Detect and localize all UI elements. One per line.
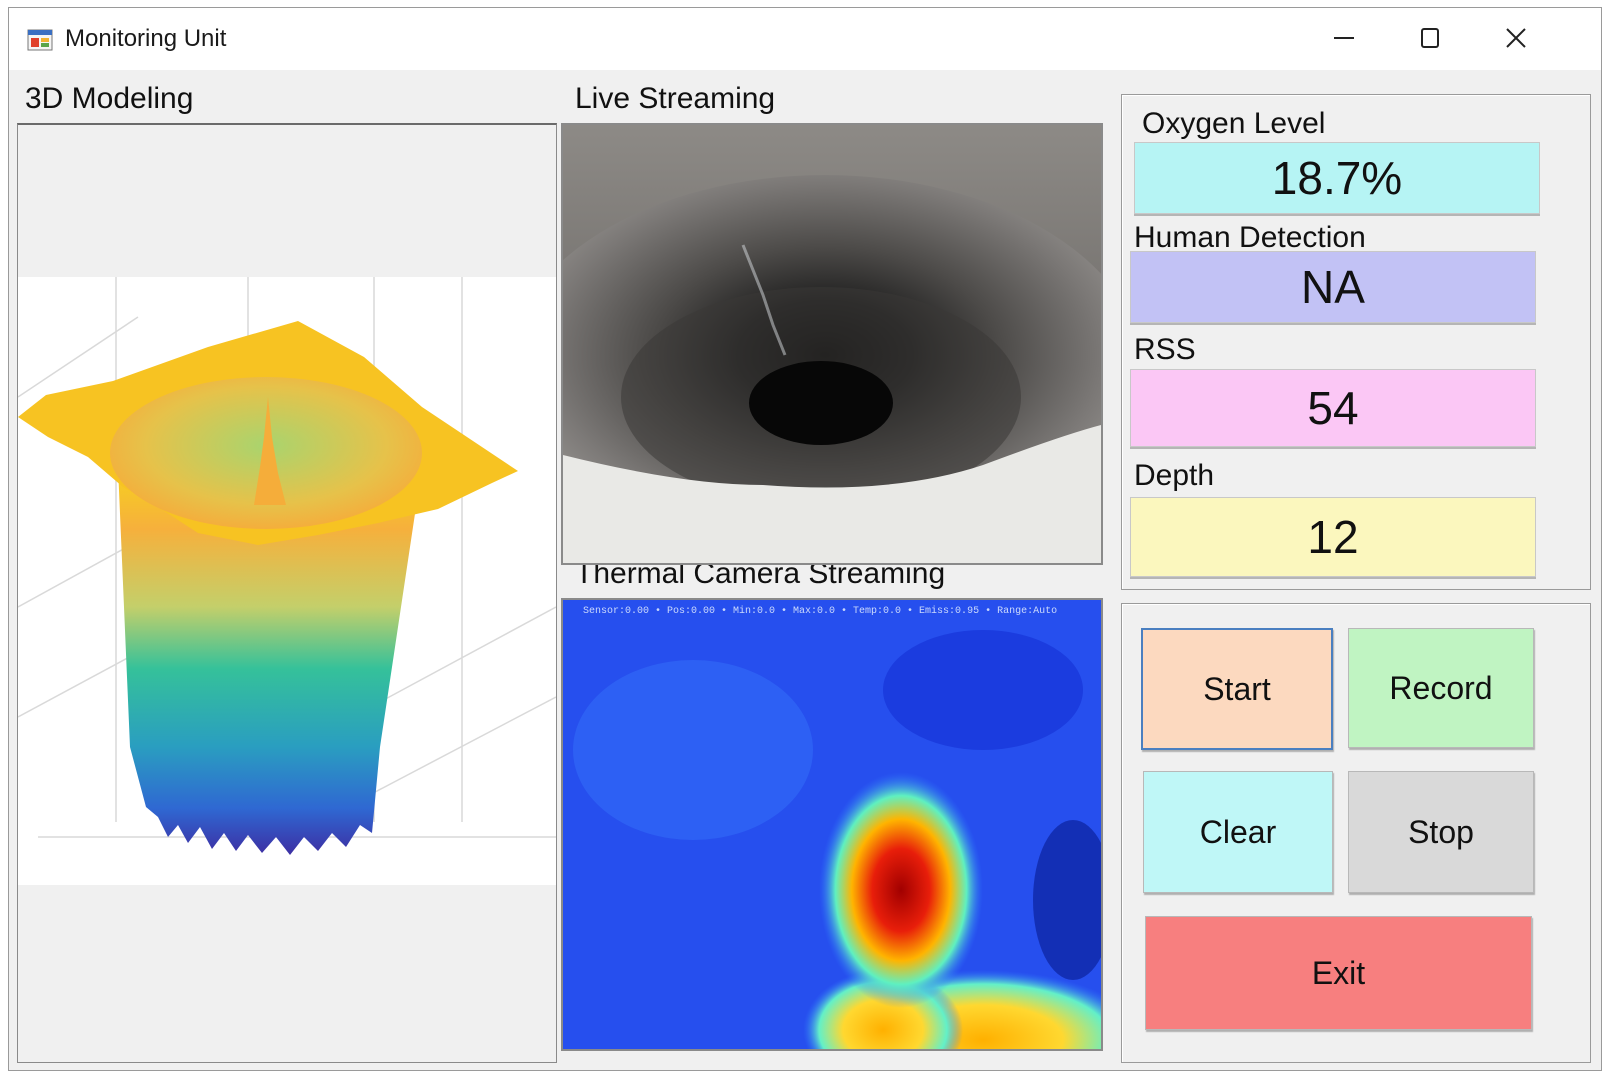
modeling-label: 3D Modeling (25, 82, 194, 115)
close-button[interactable] (1493, 18, 1539, 58)
human-detection-display: NA (1130, 251, 1536, 323)
depth-label: Depth (1134, 459, 1215, 492)
live-streaming-label: Live Streaming (575, 82, 776, 115)
well-hole (749, 361, 893, 445)
stop-button[interactable]: Stop (1348, 771, 1534, 893)
minimize-icon (1334, 37, 1354, 39)
live-video-feed (561, 123, 1103, 565)
thermal-overlay-text: Sensor:0.00 • Pos:0.00 • Min:0.0 • Max:0… (583, 606, 1058, 617)
surface-body (118, 467, 422, 855)
monitoring-unit-window: Monitoring Unit 3D Modeling Live Streami… (8, 7, 1602, 1071)
modeling-panel (17, 123, 557, 1063)
clear-button[interactable]: Clear (1143, 771, 1333, 893)
exit-button[interactable]: Exit (1145, 916, 1532, 1030)
rss-display: 54 (1130, 369, 1536, 447)
oxygen-level-label: Oxygen Level (1142, 107, 1326, 140)
start-button[interactable]: Start (1141, 628, 1333, 750)
oxygen-level-display: 18.7% (1134, 142, 1540, 214)
minimize-button[interactable] (1321, 18, 1367, 58)
close-icon (1506, 28, 1526, 48)
thermal-camera-feed: Sensor:0.00 • Pos:0.00 • Min:0.0 • Max:0… (561, 598, 1103, 1051)
depth-display: 12 (1130, 497, 1536, 577)
sensor-readings-group: Oxygen Level 18.7% Human Detection NA RS… (1121, 94, 1591, 590)
title-bar[interactable]: Monitoring Unit (9, 8, 1601, 70)
surface-plot (18, 277, 556, 885)
surface-spike (254, 397, 286, 505)
rss-label: RSS (1134, 333, 1196, 366)
maximize-button[interactable] (1407, 18, 1453, 58)
human-detection-label: Human Detection (1134, 221, 1366, 254)
controls-group: Start Record Clear Stop Exit (1121, 603, 1591, 1063)
heat-signature (819, 772, 983, 1008)
app-window-icon (27, 29, 53, 51)
window-title: Monitoring Unit (65, 25, 227, 52)
record-button[interactable]: Record (1348, 628, 1534, 748)
maximize-icon (1421, 28, 1439, 48)
